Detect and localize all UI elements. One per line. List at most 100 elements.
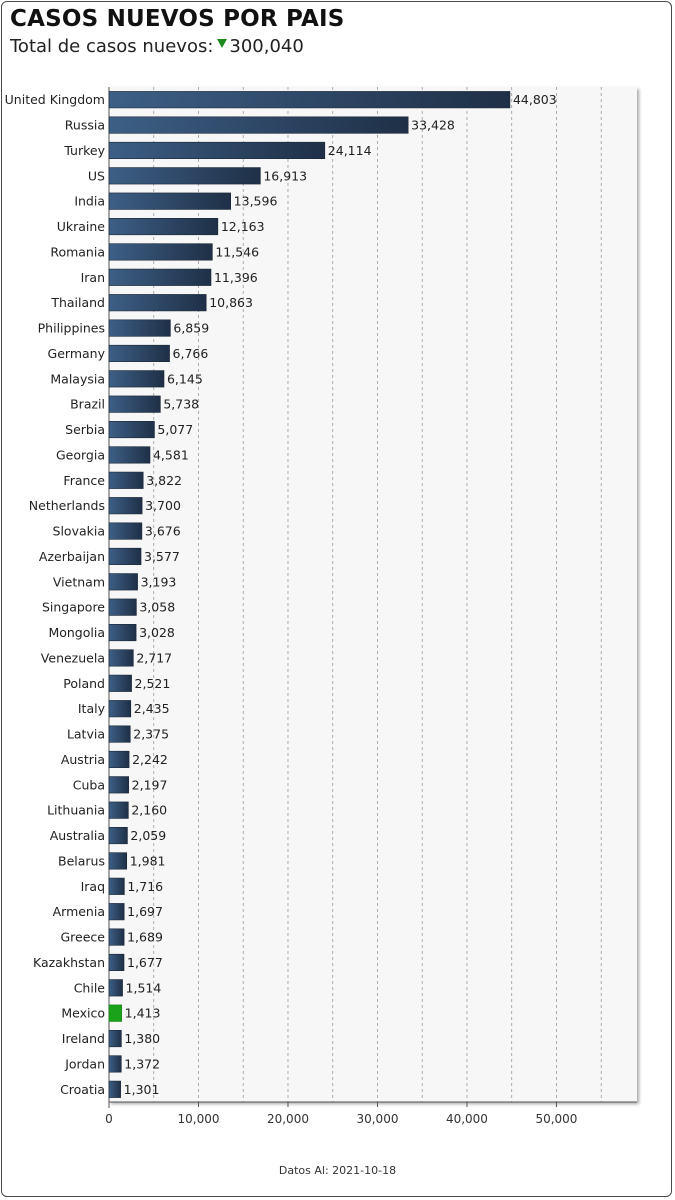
bar xyxy=(108,953,125,971)
category-label: Romania xyxy=(50,244,105,259)
bar xyxy=(108,547,142,565)
category-label: Chile xyxy=(74,980,106,995)
data-label: 1,677 xyxy=(127,955,163,970)
bar xyxy=(108,116,409,134)
bar xyxy=(108,750,130,768)
category-label: Greece xyxy=(61,930,106,945)
bar xyxy=(108,497,143,515)
bar xyxy=(108,573,138,591)
data-label: 3,676 xyxy=(145,524,181,539)
bar xyxy=(108,421,155,439)
bar xyxy=(108,649,134,667)
category-label: Lithuania xyxy=(47,803,105,818)
category-label: Poland xyxy=(63,676,105,691)
bar xyxy=(108,700,132,718)
data-label: 2,059 xyxy=(130,828,166,843)
data-label: 3,058 xyxy=(139,600,175,615)
data-label: 24,114 xyxy=(328,143,372,158)
data-label: 1,372 xyxy=(124,1056,160,1071)
category-label: Philippines xyxy=(38,321,105,336)
bar xyxy=(108,91,511,109)
category-label: Australia xyxy=(50,828,105,843)
x-tick-label: 10,000 xyxy=(177,1112,219,1126)
data-label: 1,697 xyxy=(127,904,163,919)
bar xyxy=(108,141,326,159)
data-label: 1,716 xyxy=(127,879,163,894)
bar xyxy=(108,801,129,819)
category-label: Slovakia xyxy=(53,524,105,539)
category-label: Austria xyxy=(61,752,105,767)
category-label: Brazil xyxy=(70,397,105,412)
category-label: Ireland xyxy=(62,1031,105,1046)
data-label: 3,577 xyxy=(144,549,180,564)
plot-area xyxy=(109,87,637,1102)
bar xyxy=(108,192,231,210)
data-label: 1,514 xyxy=(126,980,162,995)
data-label: 13,596 xyxy=(234,194,278,209)
category-label: Cuba xyxy=(73,777,105,792)
data-label: 3,700 xyxy=(145,498,181,513)
category-label: Ukraine xyxy=(57,219,106,234)
data-label: 2,160 xyxy=(131,803,167,818)
footer-date: Datos Al: 2021-10-18 xyxy=(278,1164,397,1177)
bar xyxy=(108,1004,122,1022)
bar xyxy=(108,598,137,616)
data-label: 11,546 xyxy=(215,244,259,259)
bar xyxy=(108,268,212,286)
data-label: 2,375 xyxy=(133,727,169,742)
category-label: Azerbaijan xyxy=(39,549,105,564)
category-label: Russia xyxy=(65,118,105,133)
data-label: 11,396 xyxy=(214,270,258,285)
data-label: 2,717 xyxy=(136,650,172,665)
category-label: Mexico xyxy=(61,1006,105,1021)
chart-subtitle: Total de casos nuevos: 300,040 xyxy=(10,36,304,57)
data-label: 3,193 xyxy=(141,574,177,589)
category-label: Malaysia xyxy=(50,371,105,386)
data-label: 4,581 xyxy=(153,447,189,462)
bar xyxy=(108,624,137,642)
trend-down-icon xyxy=(217,39,228,48)
bar xyxy=(108,928,125,946)
bar xyxy=(108,776,129,794)
data-label: 12,163 xyxy=(221,219,265,234)
category-label: Turkey xyxy=(63,143,105,158)
category-label: Georgia xyxy=(56,447,105,462)
data-label: 2,521 xyxy=(135,676,171,691)
category-label: India xyxy=(74,194,105,209)
bar xyxy=(108,827,128,845)
category-label: Iran xyxy=(81,270,105,285)
bar xyxy=(108,725,131,743)
data-label: 1,981 xyxy=(130,853,166,868)
data-label: 2,242 xyxy=(132,752,168,767)
data-label: 44,803 xyxy=(513,92,557,107)
bar xyxy=(108,344,170,362)
category-label: Croatia xyxy=(60,1082,105,1097)
category-label: France xyxy=(63,473,105,488)
bar xyxy=(108,218,219,236)
category-label: Singapore xyxy=(42,600,105,615)
data-label: 10,863 xyxy=(209,295,253,310)
category-label: Thailand xyxy=(50,295,105,310)
category-label: United Kingdom xyxy=(5,92,105,107)
category-label: Venezuela xyxy=(41,650,105,665)
bar xyxy=(108,167,261,185)
bar xyxy=(108,370,165,388)
bar xyxy=(108,979,123,997)
category-label: Belarus xyxy=(58,853,105,868)
x-tick-label: 30,000 xyxy=(356,1112,398,1126)
category-label: Italy xyxy=(78,701,106,716)
bar xyxy=(108,852,128,870)
data-label: 5,077 xyxy=(157,422,193,437)
category-label: Iraq xyxy=(81,879,105,894)
data-label: 1,413 xyxy=(125,1006,161,1021)
category-label: Armenia xyxy=(53,904,105,919)
bar xyxy=(108,319,171,337)
category-label: Netherlands xyxy=(29,498,105,513)
subtitle-label: Total de casos nuevos: xyxy=(10,36,214,57)
category-label: Vietnam xyxy=(53,574,105,589)
data-label: 2,435 xyxy=(134,701,170,716)
data-label: 6,766 xyxy=(173,346,209,361)
bar xyxy=(108,471,144,489)
bar xyxy=(108,1080,121,1098)
